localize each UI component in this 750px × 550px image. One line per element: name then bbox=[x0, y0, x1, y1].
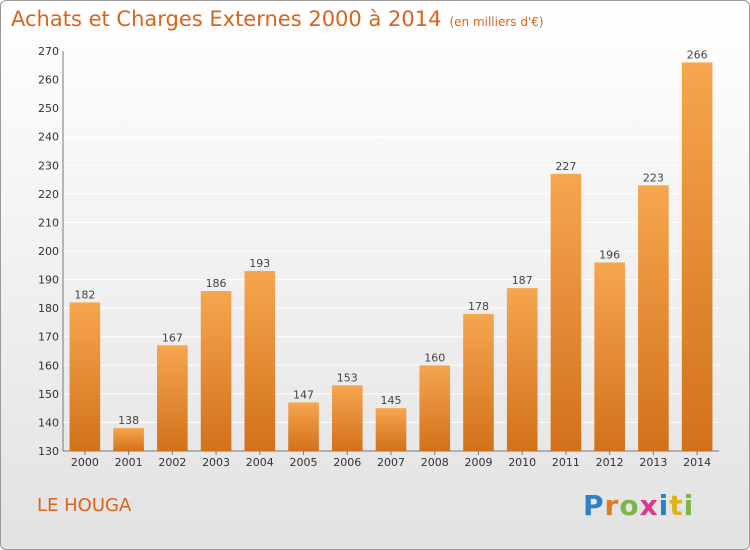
data-label: 223 bbox=[643, 171, 664, 184]
bar bbox=[550, 173, 582, 451]
y-tick-label: 140 bbox=[38, 416, 59, 429]
data-label: 153 bbox=[337, 371, 358, 384]
location-label: LE HOUGA bbox=[37, 495, 132, 516]
x-tick-label: 2007 bbox=[377, 456, 405, 469]
bar bbox=[69, 302, 101, 451]
x-tick-label: 2014 bbox=[683, 456, 711, 469]
x-tick-label: 2004 bbox=[246, 456, 274, 469]
data-label: 227 bbox=[555, 160, 576, 173]
logo-letter: t bbox=[669, 489, 684, 522]
y-tick-label: 200 bbox=[38, 245, 59, 258]
x-tick-label: 2011 bbox=[552, 456, 580, 469]
bar bbox=[157, 345, 188, 451]
bar bbox=[244, 271, 276, 451]
logo-letter: P bbox=[583, 489, 605, 522]
x-tick-label: 2000 bbox=[71, 456, 99, 469]
x-tick-label: 2012 bbox=[596, 456, 624, 469]
data-label: 145 bbox=[381, 394, 402, 407]
data-label: 186 bbox=[206, 277, 227, 290]
data-label: 182 bbox=[74, 288, 95, 301]
data-label: 178 bbox=[468, 300, 489, 313]
bar bbox=[113, 428, 144, 451]
bar bbox=[375, 408, 407, 451]
y-tick-label: 250 bbox=[38, 102, 59, 115]
y-tick-label: 160 bbox=[38, 359, 59, 372]
x-tick-label: 2003 bbox=[202, 456, 230, 469]
logo-letter: x bbox=[639, 489, 659, 522]
x-tick-label: 2008 bbox=[421, 456, 449, 469]
x-tick-label: 2009 bbox=[464, 456, 492, 469]
y-tick-label: 220 bbox=[38, 188, 59, 201]
logo-letter: i bbox=[683, 489, 695, 522]
y-tick-label: 210 bbox=[38, 216, 59, 229]
data-label: 187 bbox=[512, 274, 533, 287]
bar bbox=[419, 365, 451, 451]
bar bbox=[638, 185, 669, 452]
y-tick-label: 180 bbox=[38, 302, 59, 315]
data-label: 193 bbox=[249, 257, 270, 270]
data-label: 138 bbox=[118, 414, 139, 427]
proxiti-logo: Proxiti bbox=[583, 489, 694, 522]
y-tick-label: 170 bbox=[38, 331, 59, 344]
data-label: 266 bbox=[687, 48, 708, 61]
x-tick-label: 2002 bbox=[158, 456, 186, 469]
data-label: 167 bbox=[162, 331, 183, 344]
y-tick-label: 260 bbox=[38, 74, 59, 87]
bar bbox=[506, 288, 538, 451]
x-tick-label: 2006 bbox=[333, 456, 361, 469]
logo-letter: r bbox=[604, 489, 620, 522]
units-text: (en milliers d'€) bbox=[449, 15, 544, 29]
y-tick-label: 240 bbox=[38, 131, 59, 144]
logo-letter: i bbox=[658, 489, 670, 522]
bar bbox=[681, 62, 713, 452]
chart-title: Achats et Charges Externes 2000 à 2014 (e… bbox=[11, 7, 544, 31]
title-text: Achats et Charges Externes 2000 à 2014 bbox=[11, 7, 442, 31]
data-label: 160 bbox=[424, 351, 445, 364]
y-tick-label: 190 bbox=[38, 274, 59, 287]
data-label: 196 bbox=[599, 248, 620, 261]
y-tick-label: 130 bbox=[38, 445, 59, 458]
bar bbox=[463, 313, 494, 451]
logo-letter: o bbox=[619, 489, 640, 522]
x-tick-label: 2001 bbox=[115, 456, 143, 469]
x-tick-label: 2013 bbox=[639, 456, 667, 469]
x-tick-label: 2005 bbox=[290, 456, 318, 469]
x-tick-label: 2010 bbox=[508, 456, 536, 469]
y-tick-label: 150 bbox=[38, 388, 59, 401]
bar bbox=[331, 385, 363, 451]
bar bbox=[288, 402, 319, 451]
bar bbox=[594, 262, 625, 451]
y-tick-label: 270 bbox=[38, 45, 59, 58]
bar bbox=[200, 291, 232, 451]
data-label: 147 bbox=[293, 388, 314, 401]
y-tick-label: 230 bbox=[38, 159, 59, 172]
